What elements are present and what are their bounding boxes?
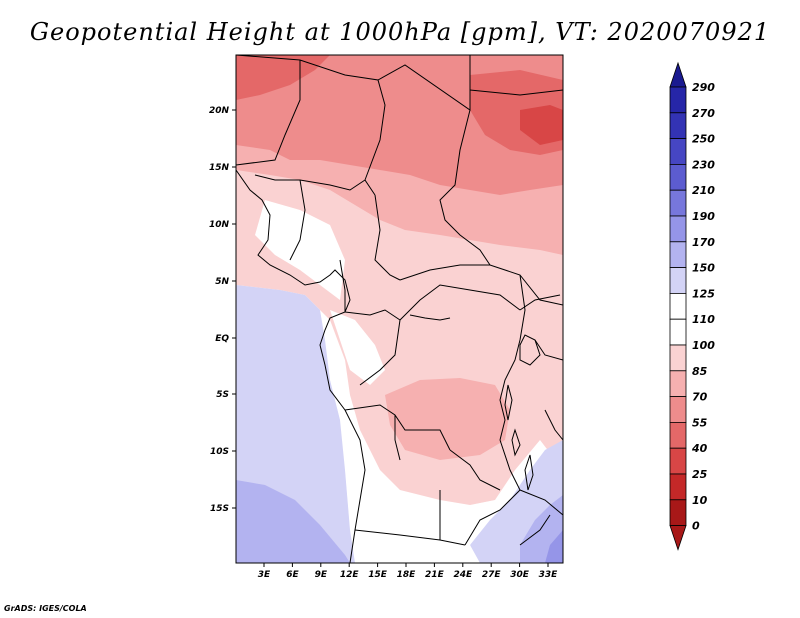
colorbar-label: 55 xyxy=(692,416,708,429)
lat-label: EQ xyxy=(215,334,229,344)
colorbar-segment xyxy=(669,421,687,449)
colorbar-label: 210 xyxy=(692,184,715,197)
colorbar-label: 85 xyxy=(692,365,708,378)
colorbar-segment xyxy=(669,215,687,243)
lon-label: 33E xyxy=(539,570,559,580)
lat-label: 15N xyxy=(209,163,230,173)
map-frame xyxy=(235,54,564,564)
colorbar-label: 170 xyxy=(692,236,715,249)
colorbar-label: 100 xyxy=(692,339,715,352)
colorbar-segment xyxy=(669,473,687,501)
colorbar-segment xyxy=(669,447,687,475)
colorbar-label: 190 xyxy=(692,210,715,223)
borders xyxy=(236,55,563,563)
lon-label: 12E xyxy=(340,570,360,580)
contour-110-west-africa xyxy=(255,200,345,300)
lon-label: 27E xyxy=(482,570,502,580)
contour-70-congo-basin xyxy=(385,378,510,460)
lon-label: 15E xyxy=(368,570,388,580)
colorbar-segment xyxy=(669,112,687,140)
credit-text: GrADS: IGES/COLA xyxy=(4,604,87,613)
colorbar-segment xyxy=(669,138,687,165)
lon-label: 6E xyxy=(286,570,299,580)
lat-label: 10S xyxy=(210,447,229,457)
lat-label: 5S xyxy=(216,390,229,400)
lon-label: 30E xyxy=(510,570,530,580)
colorbar-label: 110 xyxy=(692,313,715,326)
contour-170-southeast xyxy=(545,530,563,563)
lon-label: 3E xyxy=(258,570,271,580)
colorbar-segment xyxy=(669,292,687,320)
colorbar-label: 150 xyxy=(692,262,715,275)
contour-25-northeast xyxy=(520,105,563,145)
colorbar-label: 250 xyxy=(692,133,715,146)
latitude-axis: 20N 15N 10N 5N EQ 5S 10S 15S xyxy=(209,106,236,514)
colorbar-label: 0 xyxy=(692,520,700,533)
contour-40-northwest xyxy=(236,55,330,100)
colorbar-label: 40 xyxy=(691,442,708,455)
colorbar-segment xyxy=(669,189,687,217)
height-field xyxy=(236,55,563,563)
colorbar-segment xyxy=(669,318,687,346)
lat-label: 5N xyxy=(215,277,229,287)
colorbar-segment xyxy=(669,267,687,294)
lon-label: 21E xyxy=(425,570,445,580)
colorbar-label: 125 xyxy=(692,287,715,300)
colorbar: 2902702502302101901701501251101008570554… xyxy=(669,61,715,551)
longitude-axis: 3E 6E 9E 12E 15E 18E 21E 24E 27E 30E 33E xyxy=(258,563,558,580)
colorbar-segment xyxy=(669,499,687,526)
colorbar-label: 270 xyxy=(692,107,715,120)
map-title: Geopotential Height at 1000hPa [gpm], VT… xyxy=(29,18,771,46)
lon-label: 24E xyxy=(453,570,473,580)
colorbar-label: 25 xyxy=(692,468,708,481)
lat-label: 15S xyxy=(210,504,229,514)
colorbar-bottom-arrow xyxy=(669,525,687,551)
colorbar-top-arrow xyxy=(669,61,687,88)
colorbar-segment xyxy=(669,163,687,191)
colorbar-label: 290 xyxy=(692,81,715,94)
colorbar-segment xyxy=(669,86,687,114)
lakes xyxy=(409,314,541,491)
colorbar-segment xyxy=(669,370,687,397)
contour-110-gabon xyxy=(330,310,385,385)
colorbar-segment xyxy=(669,396,687,423)
lat-label: 10N xyxy=(209,220,230,230)
contour-110-south xyxy=(410,500,480,563)
colorbar-segment xyxy=(669,344,687,372)
colorbar-segment xyxy=(669,241,687,269)
lon-label: 9E xyxy=(315,570,328,580)
contour-150-atlantic xyxy=(236,480,350,563)
lon-label: 18E xyxy=(397,570,417,580)
lat-label: 20N xyxy=(209,106,230,116)
colorbar-label: 10 xyxy=(692,494,708,507)
colorbar-label: 70 xyxy=(692,391,708,404)
colorbar-label: 230 xyxy=(692,158,715,171)
